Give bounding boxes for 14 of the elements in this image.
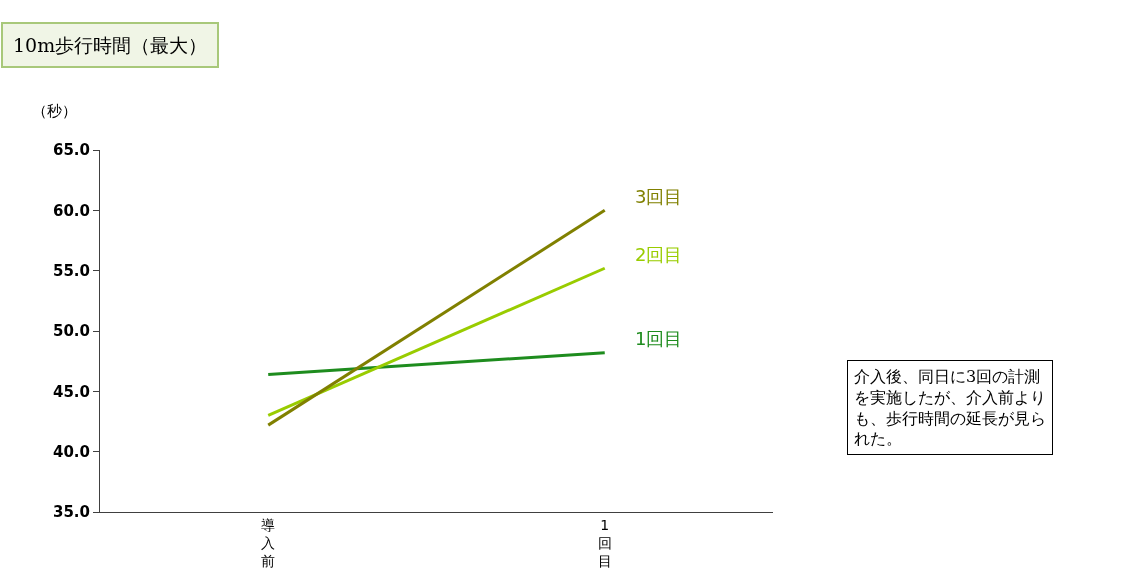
text: 介入後、同日に3回の計測を実施したが、介入前よりも、歩行時間の延長が見られた。 — [854, 367, 1046, 449]
y-tick-label: 60.0 — [52, 201, 90, 220]
y-axis-title: （秒） — [32, 102, 77, 120]
x-tick-label: 導入前 — [261, 516, 276, 570]
y-tick-label: 45.0 — [52, 382, 90, 401]
series-label: 1回目 — [635, 328, 683, 349]
y-tick-label: 50.0 — [52, 322, 90, 341]
y-tick-label: 65.0 — [52, 141, 90, 160]
y-tick-label: 40.0 — [52, 442, 90, 461]
series-label: 3回目 — [635, 186, 683, 207]
y-tick-label: 55.0 — [52, 261, 90, 280]
series-label: 2回目 — [635, 244, 683, 265]
chart-title: 10m歩行時間（最大） — [13, 34, 208, 56]
y-tick-label: 35.0 — [52, 503, 90, 522]
